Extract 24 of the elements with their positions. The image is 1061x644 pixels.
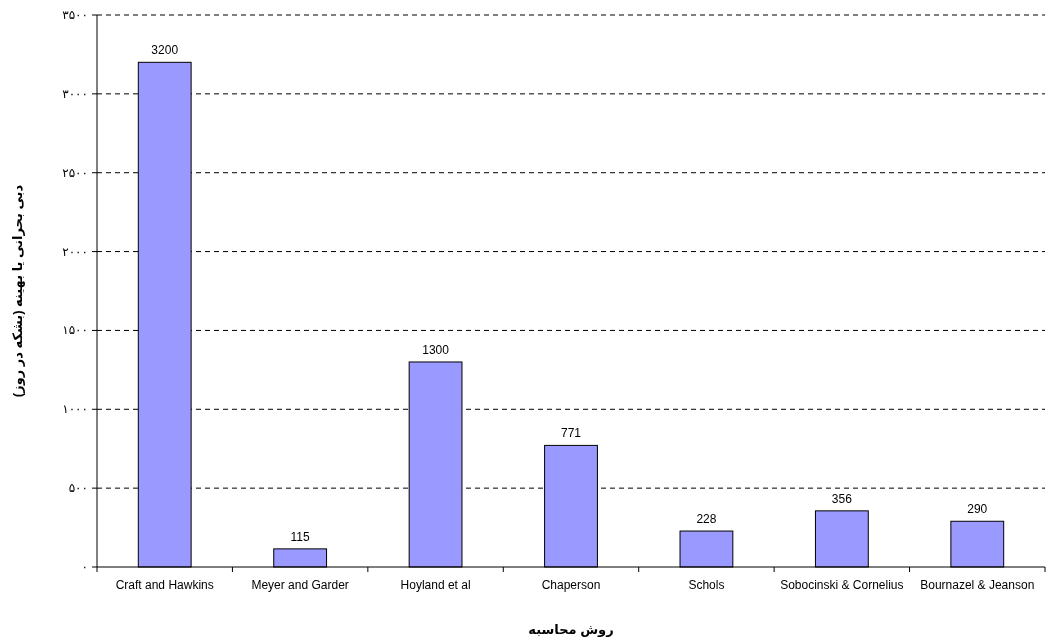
- y-tick-label: ۰: [81, 560, 88, 574]
- y-tick-label: ۱۵۰۰: [62, 323, 88, 338]
- y-tick-label: ۳۵۰۰: [62, 8, 88, 22]
- data-label: 1300: [422, 342, 450, 357]
- data-label: 115: [290, 529, 311, 544]
- x-tick-label: Chaperson: [541, 578, 601, 592]
- x-tick-label: Craft and Hawkins: [115, 578, 214, 592]
- y-tick-label: ۲۰۰۰: [62, 244, 88, 259]
- x-tick-label: Bournazel & Jeanson: [920, 578, 1035, 592]
- y-tick-label: ۲۵۰۰: [62, 165, 88, 180]
- x-tick-label: Sobocinski & Cornelius: [780, 578, 904, 592]
- data-label: 771: [560, 426, 582, 441]
- x-tick-label: Schols: [688, 578, 725, 592]
- y-axis-title: دبی بحرانی یا بهینه (بشکه در روز): [10, 184, 25, 398]
- x-tick-label: Meyer and Garder: [251, 578, 349, 592]
- x-tick-label: Hoyland et al: [400, 578, 471, 592]
- y-tick-label: ۵۰۰: [68, 481, 88, 496]
- x-axis-title: روش محاسبه: [528, 622, 614, 637]
- data-label: 356: [831, 491, 853, 506]
- data-label: 290: [967, 502, 988, 517]
- data-label: 3200: [151, 43, 179, 58]
- data-label: 228: [696, 512, 717, 527]
- y-tick-label: ۱۰۰۰: [62, 402, 88, 417]
- y-tick-label: ۳۰۰۰: [62, 86, 88, 101]
